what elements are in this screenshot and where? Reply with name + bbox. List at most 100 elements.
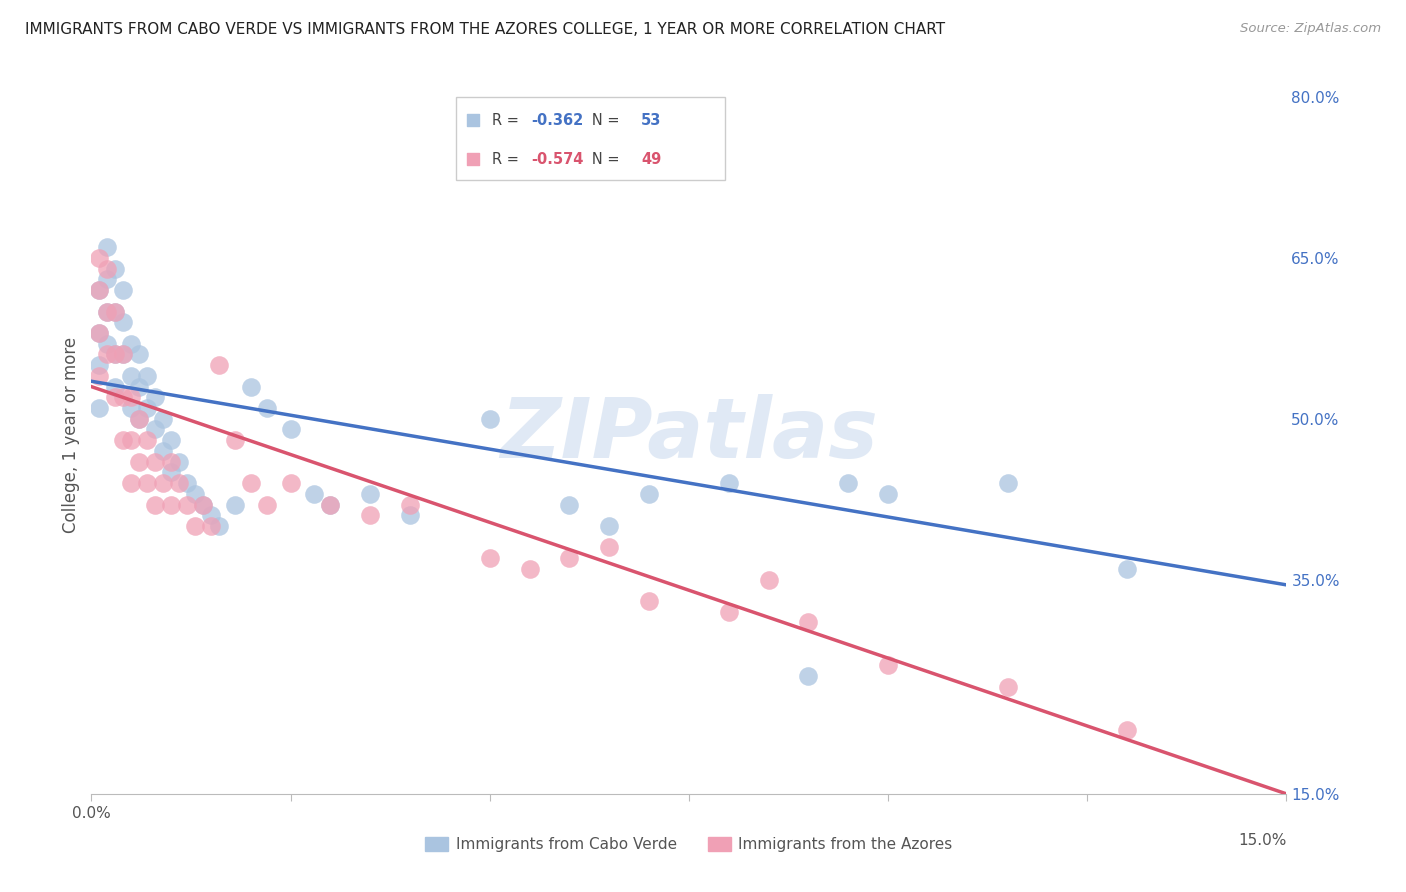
Point — [96, 347, 118, 361]
Point — [877, 487, 900, 501]
Point — [120, 368, 142, 383]
Point — [167, 455, 190, 469]
Point — [717, 605, 740, 619]
Text: R =: R = — [492, 113, 523, 128]
Text: ZIPatlas: ZIPatlas — [501, 394, 877, 475]
Point — [1116, 562, 1139, 576]
Point — [128, 347, 150, 361]
Point — [120, 401, 142, 415]
Point — [143, 390, 166, 404]
Point — [191, 498, 214, 512]
Point — [104, 304, 127, 318]
Point — [89, 358, 111, 372]
FancyBboxPatch shape — [456, 97, 725, 180]
Point — [96, 240, 118, 254]
Point — [399, 508, 422, 523]
Point — [160, 498, 183, 512]
Point — [89, 283, 111, 297]
Point — [224, 498, 246, 512]
Point — [598, 541, 620, 555]
Point — [877, 658, 900, 673]
Point — [128, 411, 150, 425]
Point — [96, 336, 118, 351]
Point — [399, 498, 422, 512]
Text: 53: 53 — [641, 113, 661, 128]
Point — [89, 251, 111, 265]
Point — [120, 434, 142, 448]
Point — [112, 347, 135, 361]
Point — [997, 680, 1019, 694]
Point — [359, 508, 381, 523]
Point — [120, 390, 142, 404]
Point — [359, 487, 381, 501]
Point — [143, 455, 166, 469]
Point — [239, 476, 262, 491]
Point — [128, 379, 150, 393]
Point — [280, 476, 302, 491]
Text: R =: R = — [492, 152, 523, 167]
Point — [143, 422, 166, 436]
Point — [200, 508, 222, 523]
Point — [176, 476, 198, 491]
Point — [200, 519, 222, 533]
Point — [89, 368, 111, 383]
Point — [112, 390, 135, 404]
Point — [558, 498, 581, 512]
Point — [136, 368, 159, 383]
Point — [184, 487, 207, 501]
Point — [160, 466, 183, 480]
Point — [112, 283, 135, 297]
Point — [191, 498, 214, 512]
Point — [120, 336, 142, 351]
Point — [96, 272, 118, 286]
Point — [160, 434, 183, 448]
Point — [128, 411, 150, 425]
Point — [184, 519, 207, 533]
Y-axis label: College, 1 year or more: College, 1 year or more — [62, 337, 80, 533]
Point — [152, 476, 174, 491]
Point — [152, 444, 174, 458]
Point — [89, 326, 111, 340]
Point — [239, 379, 262, 393]
Point — [104, 261, 127, 276]
Point — [167, 476, 190, 491]
Text: Source: ZipAtlas.com: Source: ZipAtlas.com — [1240, 22, 1381, 36]
Point — [304, 487, 326, 501]
Point — [1116, 723, 1139, 737]
Point — [280, 422, 302, 436]
Point — [478, 551, 501, 566]
Legend: Immigrants from Cabo Verde, Immigrants from the Azores: Immigrants from Cabo Verde, Immigrants f… — [419, 830, 959, 858]
Point — [152, 411, 174, 425]
Point — [96, 304, 118, 318]
Text: IMMIGRANTS FROM CABO VERDE VS IMMIGRANTS FROM THE AZORES COLLEGE, 1 YEAR OR MORE: IMMIGRANTS FROM CABO VERDE VS IMMIGRANTS… — [25, 22, 945, 37]
Point — [96, 304, 118, 318]
Point — [160, 455, 183, 469]
Point — [112, 315, 135, 329]
Point — [224, 434, 246, 448]
Point — [558, 551, 581, 566]
Point — [104, 347, 127, 361]
Point — [797, 615, 820, 630]
Point — [717, 476, 740, 491]
Point — [136, 401, 159, 415]
Point — [837, 476, 859, 491]
Point — [176, 498, 198, 512]
Point — [758, 573, 780, 587]
Text: N =: N = — [578, 152, 624, 167]
Point — [112, 347, 135, 361]
Point — [136, 476, 159, 491]
Point — [319, 498, 342, 512]
Point — [120, 476, 142, 491]
Point — [104, 347, 127, 361]
Point — [128, 455, 150, 469]
Point — [89, 401, 111, 415]
Point — [208, 519, 231, 533]
Point — [136, 434, 159, 448]
Point — [638, 487, 661, 501]
Point — [256, 498, 278, 512]
Text: 15.0%: 15.0% — [1239, 833, 1286, 848]
Point — [478, 411, 501, 425]
Text: 49: 49 — [641, 152, 661, 167]
Point — [112, 434, 135, 448]
Text: -0.574: -0.574 — [531, 152, 583, 167]
